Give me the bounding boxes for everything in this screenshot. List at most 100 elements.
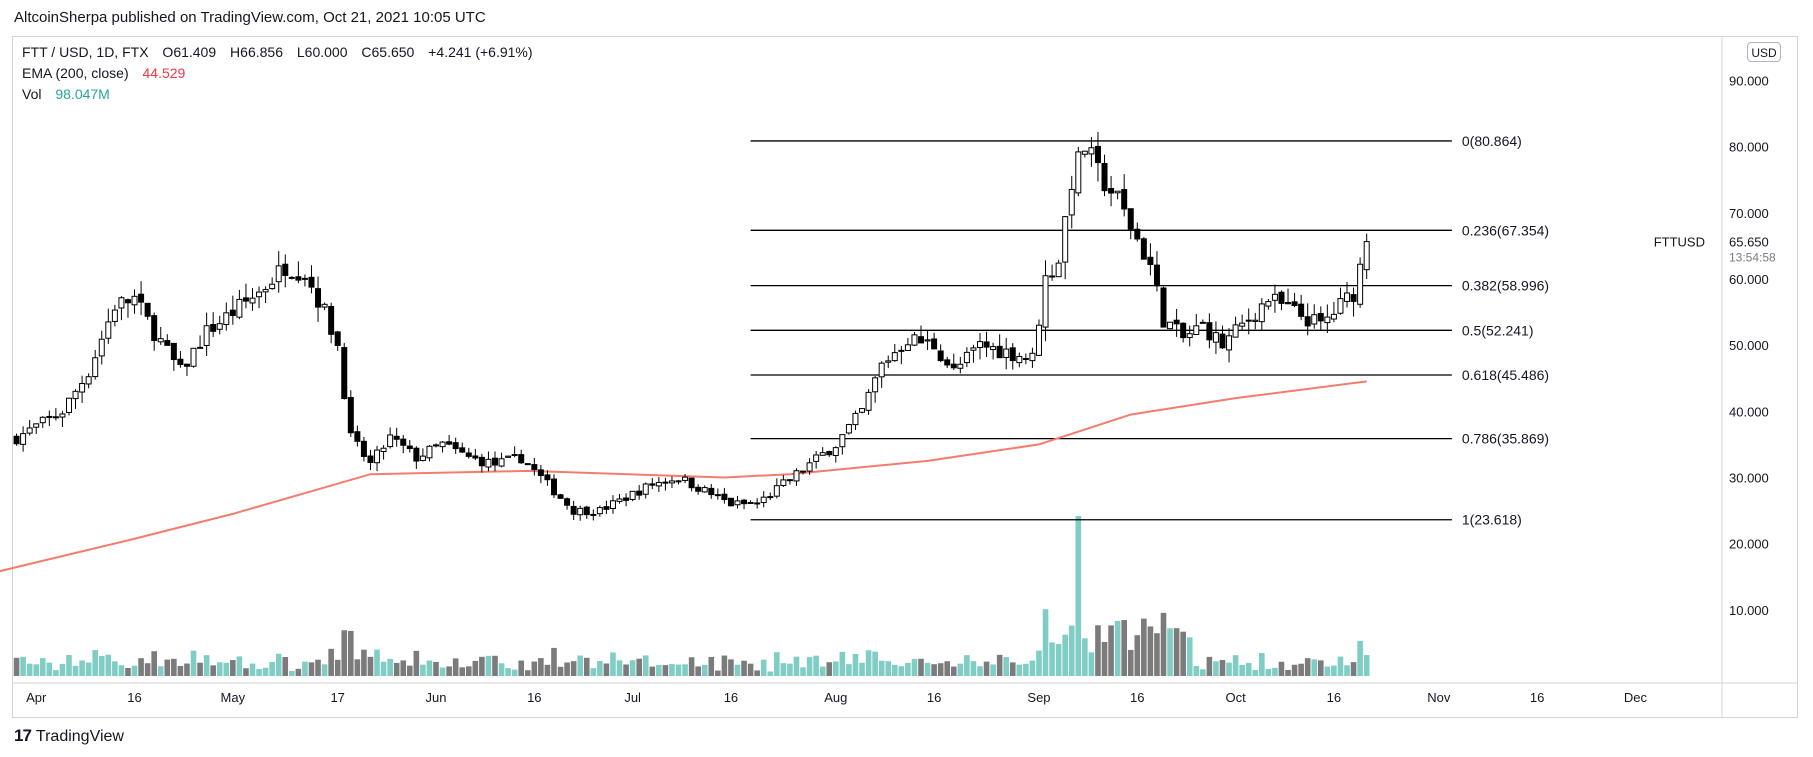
candle-body — [609, 500, 616, 510]
volume-bar — [1213, 661, 1219, 676]
volume-bar — [230, 660, 236, 676]
candle-body — [990, 346, 997, 351]
candle-body — [1193, 325, 1200, 336]
volume-bar — [452, 658, 459, 676]
volume-bar — [354, 659, 361, 676]
candle-body — [105, 321, 112, 339]
volume-bar — [1357, 640, 1363, 676]
candle-body — [321, 303, 328, 308]
price-tick-label: 30.000 — [1729, 470, 1769, 485]
volume-bar — [1363, 654, 1370, 676]
volume-bar — [164, 659, 171, 676]
candle-body — [413, 447, 420, 462]
volume-bar — [918, 658, 924, 676]
volume-bar — [813, 655, 819, 676]
currency-button[interactable]: USD — [1747, 42, 1781, 62]
candle-body — [931, 338, 938, 350]
chart-frame[interactable] — [12, 36, 1798, 718]
volume-bar — [138, 658, 144, 676]
candle-body — [1029, 352, 1036, 362]
candle-body — [970, 347, 977, 351]
time-tick-label: 16 — [1327, 690, 1341, 705]
candle-body — [1350, 294, 1357, 302]
candle-body — [1258, 303, 1265, 323]
volume-bar — [1239, 664, 1245, 676]
candle-body — [478, 456, 485, 467]
volume-bar — [1088, 652, 1095, 676]
volume-bar — [636, 658, 642, 676]
volume-bar — [1331, 665, 1337, 676]
volume-bar — [878, 660, 885, 676]
volume-bar — [1259, 653, 1265, 676]
candle-body — [341, 347, 348, 400]
volume-bar — [983, 661, 990, 676]
price-tick-label: 10.000 — [1729, 603, 1769, 618]
volume-bars — [13, 516, 1370, 676]
candle-body — [505, 455, 512, 458]
candle-body — [924, 339, 931, 342]
candle-body — [1153, 264, 1160, 287]
volume-bar — [1023, 663, 1029, 676]
volume-bar — [157, 666, 164, 676]
candle-body — [714, 494, 721, 497]
candle-body — [315, 288, 322, 308]
legend-vol-row[interactable]: Vol 98.047M — [22, 84, 533, 105]
legend-open: 61.409 — [173, 44, 217, 60]
volume-bar — [944, 661, 951, 676]
price-axis[interactable]: 90.000 80.000 70.000 60.000 50.000 40.000 30.0… — [1729, 73, 1769, 617]
candle-body — [354, 431, 361, 442]
candle-body — [1232, 324, 1239, 338]
volume-bar — [597, 660, 603, 676]
candle-body — [472, 455, 479, 459]
volume-bar — [171, 658, 177, 676]
legend-ohlc-row[interactable]: FTT / USD, 1D, FTX O61.409 H66.856 L60.0… — [22, 42, 533, 63]
candle-body — [937, 350, 944, 362]
candle-body — [649, 483, 656, 486]
volume-bar — [682, 664, 688, 676]
volume-bar — [793, 656, 800, 676]
volume-bar — [760, 659, 767, 676]
candle-body — [1219, 333, 1226, 349]
candle-body — [590, 513, 597, 516]
candle-body — [1088, 147, 1095, 155]
candle-body — [918, 336, 925, 344]
candle-body — [983, 341, 990, 348]
time-axis[interactable]: Apr 16 May 17 Jun 16 Jul 16 Aug 16 Sep 16 Oct 16 Nov 16… — [26, 690, 1647, 705]
volume-bar — [105, 654, 112, 676]
candle-body — [682, 476, 689, 481]
candle-body — [695, 486, 702, 492]
price-tick-label: 90.000 — [1729, 73, 1769, 88]
volume-bar — [1324, 666, 1331, 676]
volume-bar — [1101, 641, 1108, 676]
candle-body — [249, 297, 256, 304]
volume-bar — [649, 666, 656, 676]
legend-symbol: FTT / USD, 1D, FTX — [22, 44, 149, 60]
candle-body — [767, 496, 774, 499]
volume-bar — [905, 662, 911, 676]
candle-body — [334, 331, 341, 346]
price-tick-label: 70.000 — [1729, 206, 1769, 221]
tradingview-logo[interactable]: 17 TradingView — [14, 726, 124, 746]
volume-bar — [216, 662, 223, 676]
legend-ema-row[interactable]: EMA (200, close) 44.529 — [22, 63, 533, 84]
candle-body — [459, 447, 466, 453]
volume-bar — [380, 661, 387, 676]
volume-bar — [33, 664, 40, 676]
fib-retracement[interactable]: 0(80.864) 0.236(67.354) 0.382(58.996) 0.5(5… — [750, 133, 1549, 528]
volume-bar — [518, 660, 525, 676]
candle-body — [144, 302, 151, 317]
candle-body — [1291, 301, 1298, 307]
candle-body — [550, 478, 557, 496]
time-tick-label: Jun — [426, 690, 447, 705]
volume-bar — [964, 655, 970, 676]
legend-low: 60.000 — [304, 44, 348, 60]
candle-body — [170, 342, 177, 361]
candle-body — [675, 480, 682, 483]
candle-body — [1252, 319, 1259, 322]
candle-body — [957, 363, 964, 369]
candle-body — [52, 416, 59, 419]
volume-bar — [190, 650, 197, 676]
fib-level-label: 0.236(67.354) — [1462, 222, 1549, 238]
candle-body — [236, 298, 243, 318]
